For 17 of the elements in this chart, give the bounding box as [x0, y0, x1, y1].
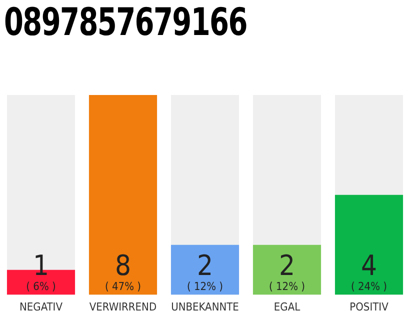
x-tick-label: UNBEKANNTE	[171, 300, 239, 314]
bar	[252, 244, 322, 295]
data-label: 4	[360, 248, 378, 282]
annotation: ( 6% )	[26, 280, 56, 293]
bar	[170, 244, 240, 295]
data-label: 2	[196, 248, 214, 282]
data-label: 2	[278, 248, 296, 282]
chart-title: 0897857679166	[4, 0, 247, 44]
annotation: ( 47% )	[104, 280, 142, 293]
annotation: ( 12% )	[268, 280, 306, 293]
x-tick-label: POSITIV	[350, 300, 389, 314]
annotation: ( 12% )	[186, 280, 224, 293]
x-tick-label: NEGATIV	[20, 300, 63, 314]
data-label: 8	[114, 248, 132, 282]
x-tick-label: EGAL	[274, 300, 301, 314]
x-tick-label: VERWIRREND	[89, 300, 157, 314]
annotation: ( 24% )	[350, 280, 388, 293]
